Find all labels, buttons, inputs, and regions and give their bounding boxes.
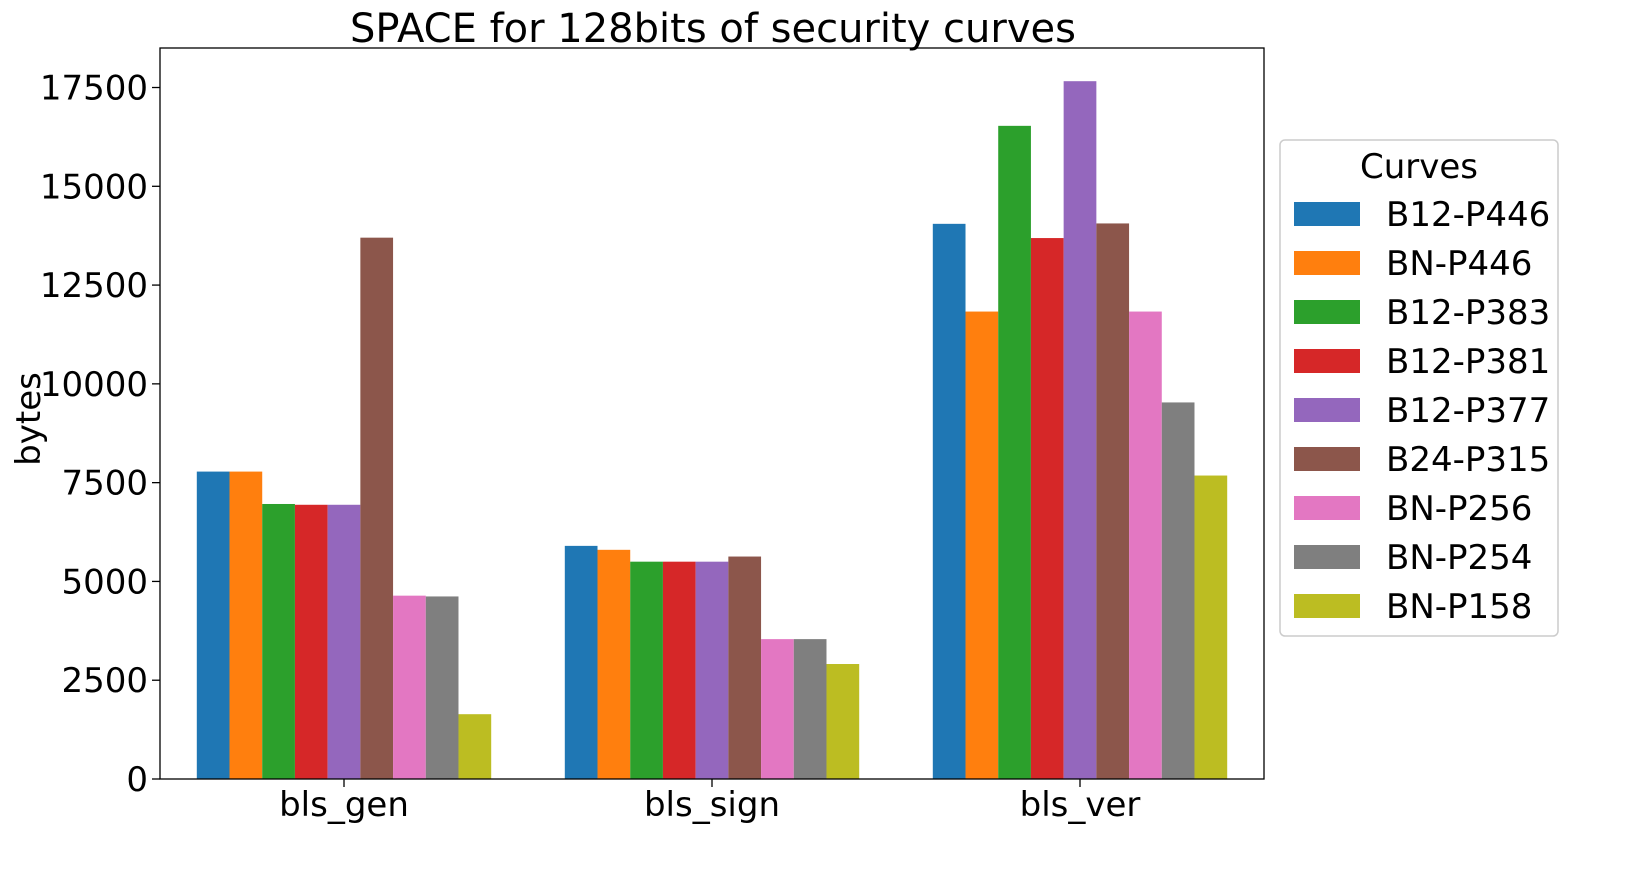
legend-swatch-BN-P256: [1294, 496, 1360, 520]
legend-swatch-B24-P315: [1294, 447, 1360, 471]
chart-title: SPACE for 128bits of security curves: [350, 6, 1076, 52]
legend-swatch-B12-P446: [1294, 202, 1360, 226]
bar-B12-P377-bls_ver: [1063, 81, 1097, 780]
bar-B12-P446-bls_ver: [932, 223, 966, 779]
bar-B12-P383-bls_sign: [630, 561, 663, 779]
y-tick-label: 2500: [61, 661, 148, 701]
bar-B12-P383-bls_gen: [262, 503, 295, 779]
x-tick-label: bls_gen: [279, 785, 409, 825]
legend-swatch-B12-P377: [1294, 398, 1360, 422]
bar-BN-P256-bls_gen: [393, 595, 426, 779]
bar-B12-P381-bls_sign: [662, 561, 696, 779]
bar-B12-P377-bls_sign: [695, 561, 729, 779]
bar-B24-P315-bls_sign: [728, 556, 762, 779]
bar-BN-P256-bls_sign: [761, 639, 794, 779]
legend-swatch-BN-P446: [1294, 251, 1360, 275]
legend-label-BN-P256: BN-P256: [1386, 489, 1532, 529]
legend-label-B12-P377: B12-P377: [1386, 391, 1550, 431]
bar-B12-P446-bls_gen: [196, 471, 230, 779]
bar-BN-P446-bls_gen: [229, 471, 263, 779]
legend-label-BN-P254: BN-P254: [1386, 538, 1532, 578]
bar-B12-P446-bls_sign: [564, 545, 598, 779]
bar-BN-P256-bls_ver: [1129, 311, 1162, 779]
y-axis-label: bytes: [9, 372, 49, 466]
y-tick-label: 10000: [40, 365, 148, 405]
bar-B12-P377-bls_gen: [327, 504, 361, 779]
legend-title: Curves: [1360, 147, 1478, 187]
plot-area: 0 2500 5000 7500 10000 12500 15000 17500 bls_gen…: [40, 47, 1265, 825]
y-tick-label: 0: [126, 760, 148, 800]
y-tick-label: 15000: [40, 167, 148, 207]
bar-BN-P446-bls_sign: [597, 549, 631, 779]
x-tick-label: bls_ver: [1020, 785, 1141, 825]
y-tick-label: 17500: [40, 69, 148, 109]
x-tick-label: bls_sign: [644, 785, 780, 825]
bar-BN-P254-bls_ver: [1161, 402, 1195, 779]
legend-swatch-BN-P158: [1294, 594, 1360, 618]
legend-label-BN-P446: BN-P446: [1386, 244, 1532, 284]
legend-label-B12-P383: B12-P383: [1386, 293, 1550, 333]
bar-B24-P315-bls_ver: [1096, 223, 1130, 779]
legend-label-B12-P446: B12-P446: [1386, 195, 1550, 235]
legend-swatch-B12-P383: [1294, 300, 1360, 324]
legend-label-BN-P158: BN-P158: [1386, 587, 1532, 627]
bar-BN-P158-bls_sign: [826, 664, 860, 779]
legend-label-B12-P381: B12-P381: [1386, 342, 1550, 382]
bar-BN-P254-bls_gen: [425, 596, 459, 779]
legend-label-B24-P315: B24-P315: [1386, 440, 1550, 480]
bar-B12-P383-bls_ver: [998, 125, 1031, 780]
bar-BN-P254-bls_sign: [793, 639, 827, 779]
legend-swatch-B12-P381: [1294, 349, 1360, 373]
bar-B12-P381-bls_ver: [1030, 238, 1064, 779]
legend: Curves B12-P446 BN-P446 B12-P383 B12-P381 B1…: [1279, 139, 1559, 637]
bar-BN-P446-bls_ver: [965, 311, 999, 779]
bar-B12-P381-bls_gen: [294, 504, 328, 779]
bar-B24-P315-bls_gen: [360, 237, 394, 780]
legend-swatch-BN-P254: [1294, 545, 1360, 569]
y-tick-label: 7500: [61, 464, 148, 504]
y-tick-label: 5000: [61, 562, 148, 602]
y-tick-label: 12500: [40, 266, 148, 306]
bar-BN-P158-bls_gen: [458, 714, 492, 779]
bar-BN-P158-bls_ver: [1194, 475, 1228, 779]
